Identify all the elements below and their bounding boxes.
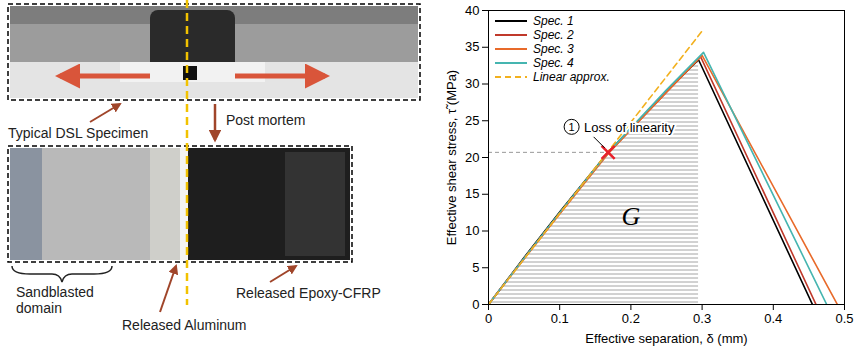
html-text:Spec. 2: Spec. 2 [533,28,574,42]
html-text:Spec. 1: Spec. 1 [533,14,574,28]
svg-text:35: 35 [465,39,479,54]
svg-text:Sandblasted: Sandblasted [16,284,94,300]
svg-text:Post mortem: Post mortem [226,112,305,128]
svg-text:0.3: 0.3 [693,311,711,326]
svg-text:25: 25 [465,113,479,128]
svg-text:Released Epoxy-CFRP: Released Epoxy-CFRP [236,285,381,301]
svg-text:5: 5 [472,260,479,275]
svg-text:0.1: 0.1 [551,311,569,326]
svg-text:1: 1 [569,121,575,133]
html-text:Spec. 3: Spec. 3 [533,42,574,56]
svg-text:0.5: 0.5 [835,311,853,326]
svg-text:Effective shear stress, τ̃ (MP: Effective shear stress, τ̃ (MPa) [444,70,459,245]
svg-text:Released Aluminum: Released Aluminum [122,317,247,333]
svg-text:10: 10 [465,223,479,238]
svg-text:G: G [622,202,641,231]
svg-text:20: 20 [465,150,479,165]
svg-text:40: 40 [465,3,479,18]
svg-text:domain: domain [16,300,62,316]
html-text:Spec. 4: Spec. 4 [533,56,574,70]
svg-text:Effective separation, δ (mm): Effective separation, δ (mm) [585,331,747,346]
svg-text:15: 15 [465,186,479,201]
svg-text:Typical DSL Specimen: Typical DSL Specimen [8,125,148,141]
svg-text:0.2: 0.2 [622,311,640,326]
svg-text:0: 0 [485,311,492,326]
html-text:Linear approx.: Linear approx. [533,70,610,84]
svg-text:0: 0 [472,297,479,312]
svg-text:Loss of linearity: Loss of linearity [584,120,675,135]
svg-text:0.4: 0.4 [764,311,782,326]
svg-text:30: 30 [465,76,479,91]
